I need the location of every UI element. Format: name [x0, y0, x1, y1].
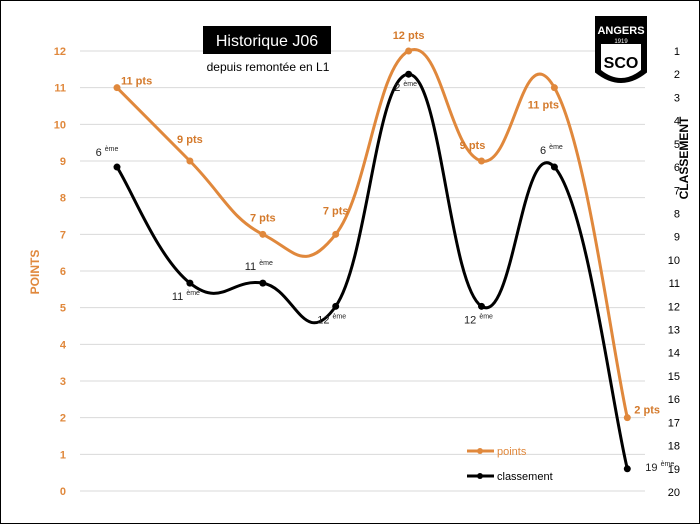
points-data-label: 7 pts [323, 205, 349, 217]
classement-marker [623, 465, 631, 473]
points-marker [405, 47, 413, 55]
rank-tick-label: 20 [668, 487, 680, 499]
rank-tick-label: 15 [668, 371, 680, 383]
points-marker [113, 84, 121, 92]
points-tick-label: 3 [60, 376, 66, 388]
points-marker [550, 84, 558, 92]
points-marker [478, 157, 485, 165]
logo-text-top: ANGERS [597, 25, 644, 37]
rank-axis-title: CLASSEMENT [677, 116, 691, 199]
points-data-label: 9 pts [177, 134, 203, 146]
points-tick-label: 0 [60, 486, 66, 498]
rank-tick-label: 7 [674, 185, 680, 197]
rank-tick-label: 9 [674, 232, 680, 244]
points-data-label: 11 pts [121, 76, 152, 88]
rank-tick-label: 12 [668, 301, 680, 313]
classement-marker [478, 302, 485, 310]
logo-text-year: 1919 [614, 39, 628, 45]
rank-tick-label: 17 [668, 417, 680, 429]
gridlines [80, 50, 645, 492]
points-data-label: 7 pts [250, 212, 276, 224]
points-tick-label: 7 [60, 229, 66, 241]
points-tick-label: 10 [54, 119, 66, 131]
title-box [203, 26, 331, 54]
points-tick-label: 2 [60, 413, 66, 425]
classement-marker [113, 163, 121, 171]
rank-tick-label: 19 [668, 464, 680, 476]
classement-marker [259, 279, 267, 287]
points-marker [186, 157, 194, 165]
rank-tick-label: 18 [668, 441, 680, 453]
points-marker [332, 230, 340, 238]
rank-tick-label: 5 [674, 139, 680, 151]
legend-label-classement: classement [497, 471, 553, 483]
ordinal-suffix: ème [549, 144, 563, 151]
points-data-label: 11 pts [528, 100, 559, 112]
points-tick-label: 5 [60, 303, 66, 315]
chart-title: Historique J06 [216, 33, 318, 50]
points-tick-label: 6 [60, 266, 66, 278]
points-tick-label: 12 [54, 46, 66, 58]
classement-marker [550, 163, 558, 171]
rank-tick-label: 1 [674, 46, 680, 58]
classement-marker [405, 70, 413, 78]
rank-tick-label: 10 [668, 255, 680, 267]
points-marker [623, 414, 631, 422]
rank-tick-label: 3 [674, 92, 680, 104]
rank-tick-label: 11 [669, 278, 680, 290]
points-marker [259, 230, 267, 238]
rank-tick-label: 4 [674, 116, 680, 128]
legend: points classement [467, 446, 553, 483]
rank-tick-label: 16 [668, 394, 680, 406]
ordinal-suffix: ème [186, 290, 200, 297]
ordinal-suffix: ème [333, 313, 347, 320]
ordinal-suffix: ème [479, 313, 493, 320]
points-data-label: 2 pts [634, 405, 660, 417]
points-data-label: 12 pts [393, 30, 425, 42]
legend-marker-points [477, 448, 483, 454]
logo-text-sco: SCO [604, 55, 639, 72]
ordinal-suffix: ème [661, 461, 675, 468]
points-axis-title: POINTS [28, 250, 42, 295]
rank-tick-label: 8 [674, 208, 680, 220]
ordinal-suffix: ème [105, 146, 119, 153]
legend-label-points: points [497, 446, 527, 458]
points-data-label: 9 pts [460, 140, 486, 152]
points-tick-label: 9 [60, 156, 66, 168]
rank-tick-label: 2 [674, 69, 680, 81]
ordinal-suffix: ème [259, 260, 273, 267]
legend-marker-classement [477, 473, 483, 479]
points-tick-label: 8 [60, 193, 66, 205]
points-tick-label: 11 [54, 83, 66, 95]
rank-tick-label: 6 [674, 162, 680, 174]
points-tick-label: 4 [60, 339, 67, 351]
series-layer [113, 47, 631, 473]
angers-sco-logo: ANGERS 1919 SCO [595, 16, 647, 83]
ordinal-suffix: ème [403, 81, 417, 88]
classement-marker [332, 302, 340, 310]
chart-subtitle: depuis remontée en L1 [207, 60, 330, 74]
classement-marker [186, 279, 194, 287]
rank-tick-label: 14 [668, 348, 680, 360]
points-tick-label: 1 [60, 449, 66, 461]
rank-tick-label: 13 [668, 325, 680, 337]
